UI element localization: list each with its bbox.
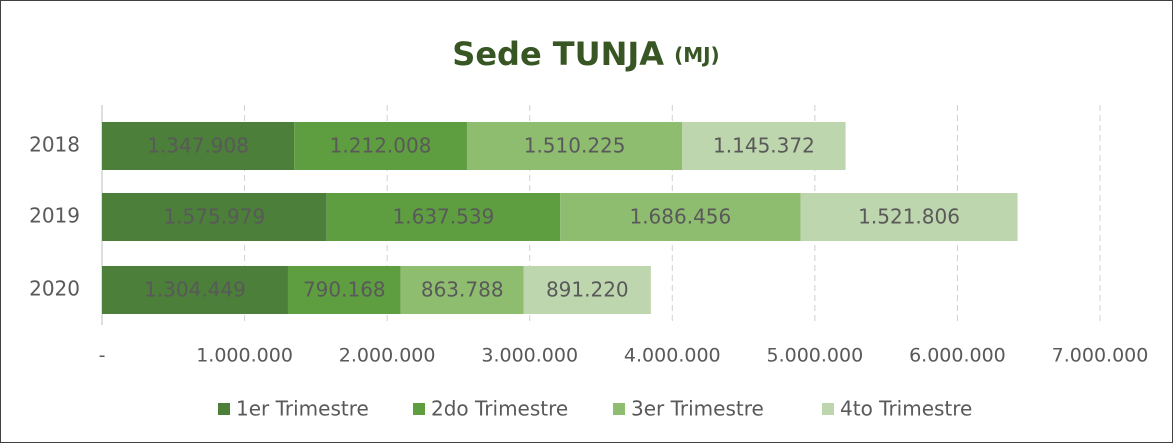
- data-label: 1.637.539: [393, 205, 495, 229]
- data-label: 790.168: [303, 278, 386, 302]
- x-tick-label: 1.000.000: [196, 345, 293, 367]
- chart-title: Sede TUNJA (MJ): [452, 35, 719, 73]
- bar-segment: [560, 193, 801, 241]
- x-tick-label: 4.000.000: [624, 345, 721, 367]
- data-label: 891.220: [546, 278, 629, 302]
- bar-segment: [294, 122, 467, 170]
- data-label: 1.347.908: [147, 134, 249, 158]
- x-tick-label: 6.000.000: [909, 345, 1006, 367]
- y-tick-label: 2019: [29, 204, 80, 228]
- bar-segment: [287, 266, 401, 314]
- y-tick-label: 2018: [29, 133, 80, 157]
- legend-swatch: [613, 403, 625, 415]
- bar-segment: [800, 193, 1018, 241]
- title-unit: (MJ): [674, 43, 720, 67]
- data-label: 1.145.372: [713, 134, 815, 158]
- legend-label: 3er Trimestre: [631, 397, 764, 421]
- x-tick-label: 7.000.000: [1052, 345, 1149, 367]
- x-tick-label: 3.000.000: [481, 345, 578, 367]
- legend-label: 2do Trimestre: [431, 397, 568, 421]
- bar-segment: [102, 122, 295, 170]
- legend-swatch: [413, 403, 425, 415]
- x-tick-label: 5.000.000: [767, 345, 864, 367]
- data-label: 1.686.456: [629, 205, 731, 229]
- y-tick-label: 2020: [29, 277, 80, 301]
- bar-segment: [523, 266, 651, 314]
- x-tick-label: -: [99, 345, 106, 367]
- legend-swatch: [822, 403, 834, 415]
- legend-label: 4to Trimestre: [840, 397, 972, 421]
- data-label: 1.575.979: [163, 205, 265, 229]
- data-label: 863.788: [421, 278, 504, 302]
- legend-swatch: [218, 403, 230, 415]
- bar-segment: [466, 122, 683, 170]
- bar-segment: [102, 266, 288, 314]
- bar-segment: [400, 266, 524, 314]
- x-tick-label: 2.000.000: [339, 345, 436, 367]
- bar-segment: [326, 193, 561, 241]
- data-label: 1.521.806: [858, 205, 960, 229]
- title-main: Sede TUNJA: [452, 35, 664, 73]
- data-label: 1.304.449: [144, 278, 246, 302]
- data-label: 1.510.225: [524, 134, 626, 158]
- bar-segment: [682, 122, 846, 170]
- bar-segment: [102, 193, 327, 241]
- data-label: 1.212.008: [330, 134, 432, 158]
- legend-label: 1er Trimestre: [236, 397, 369, 421]
